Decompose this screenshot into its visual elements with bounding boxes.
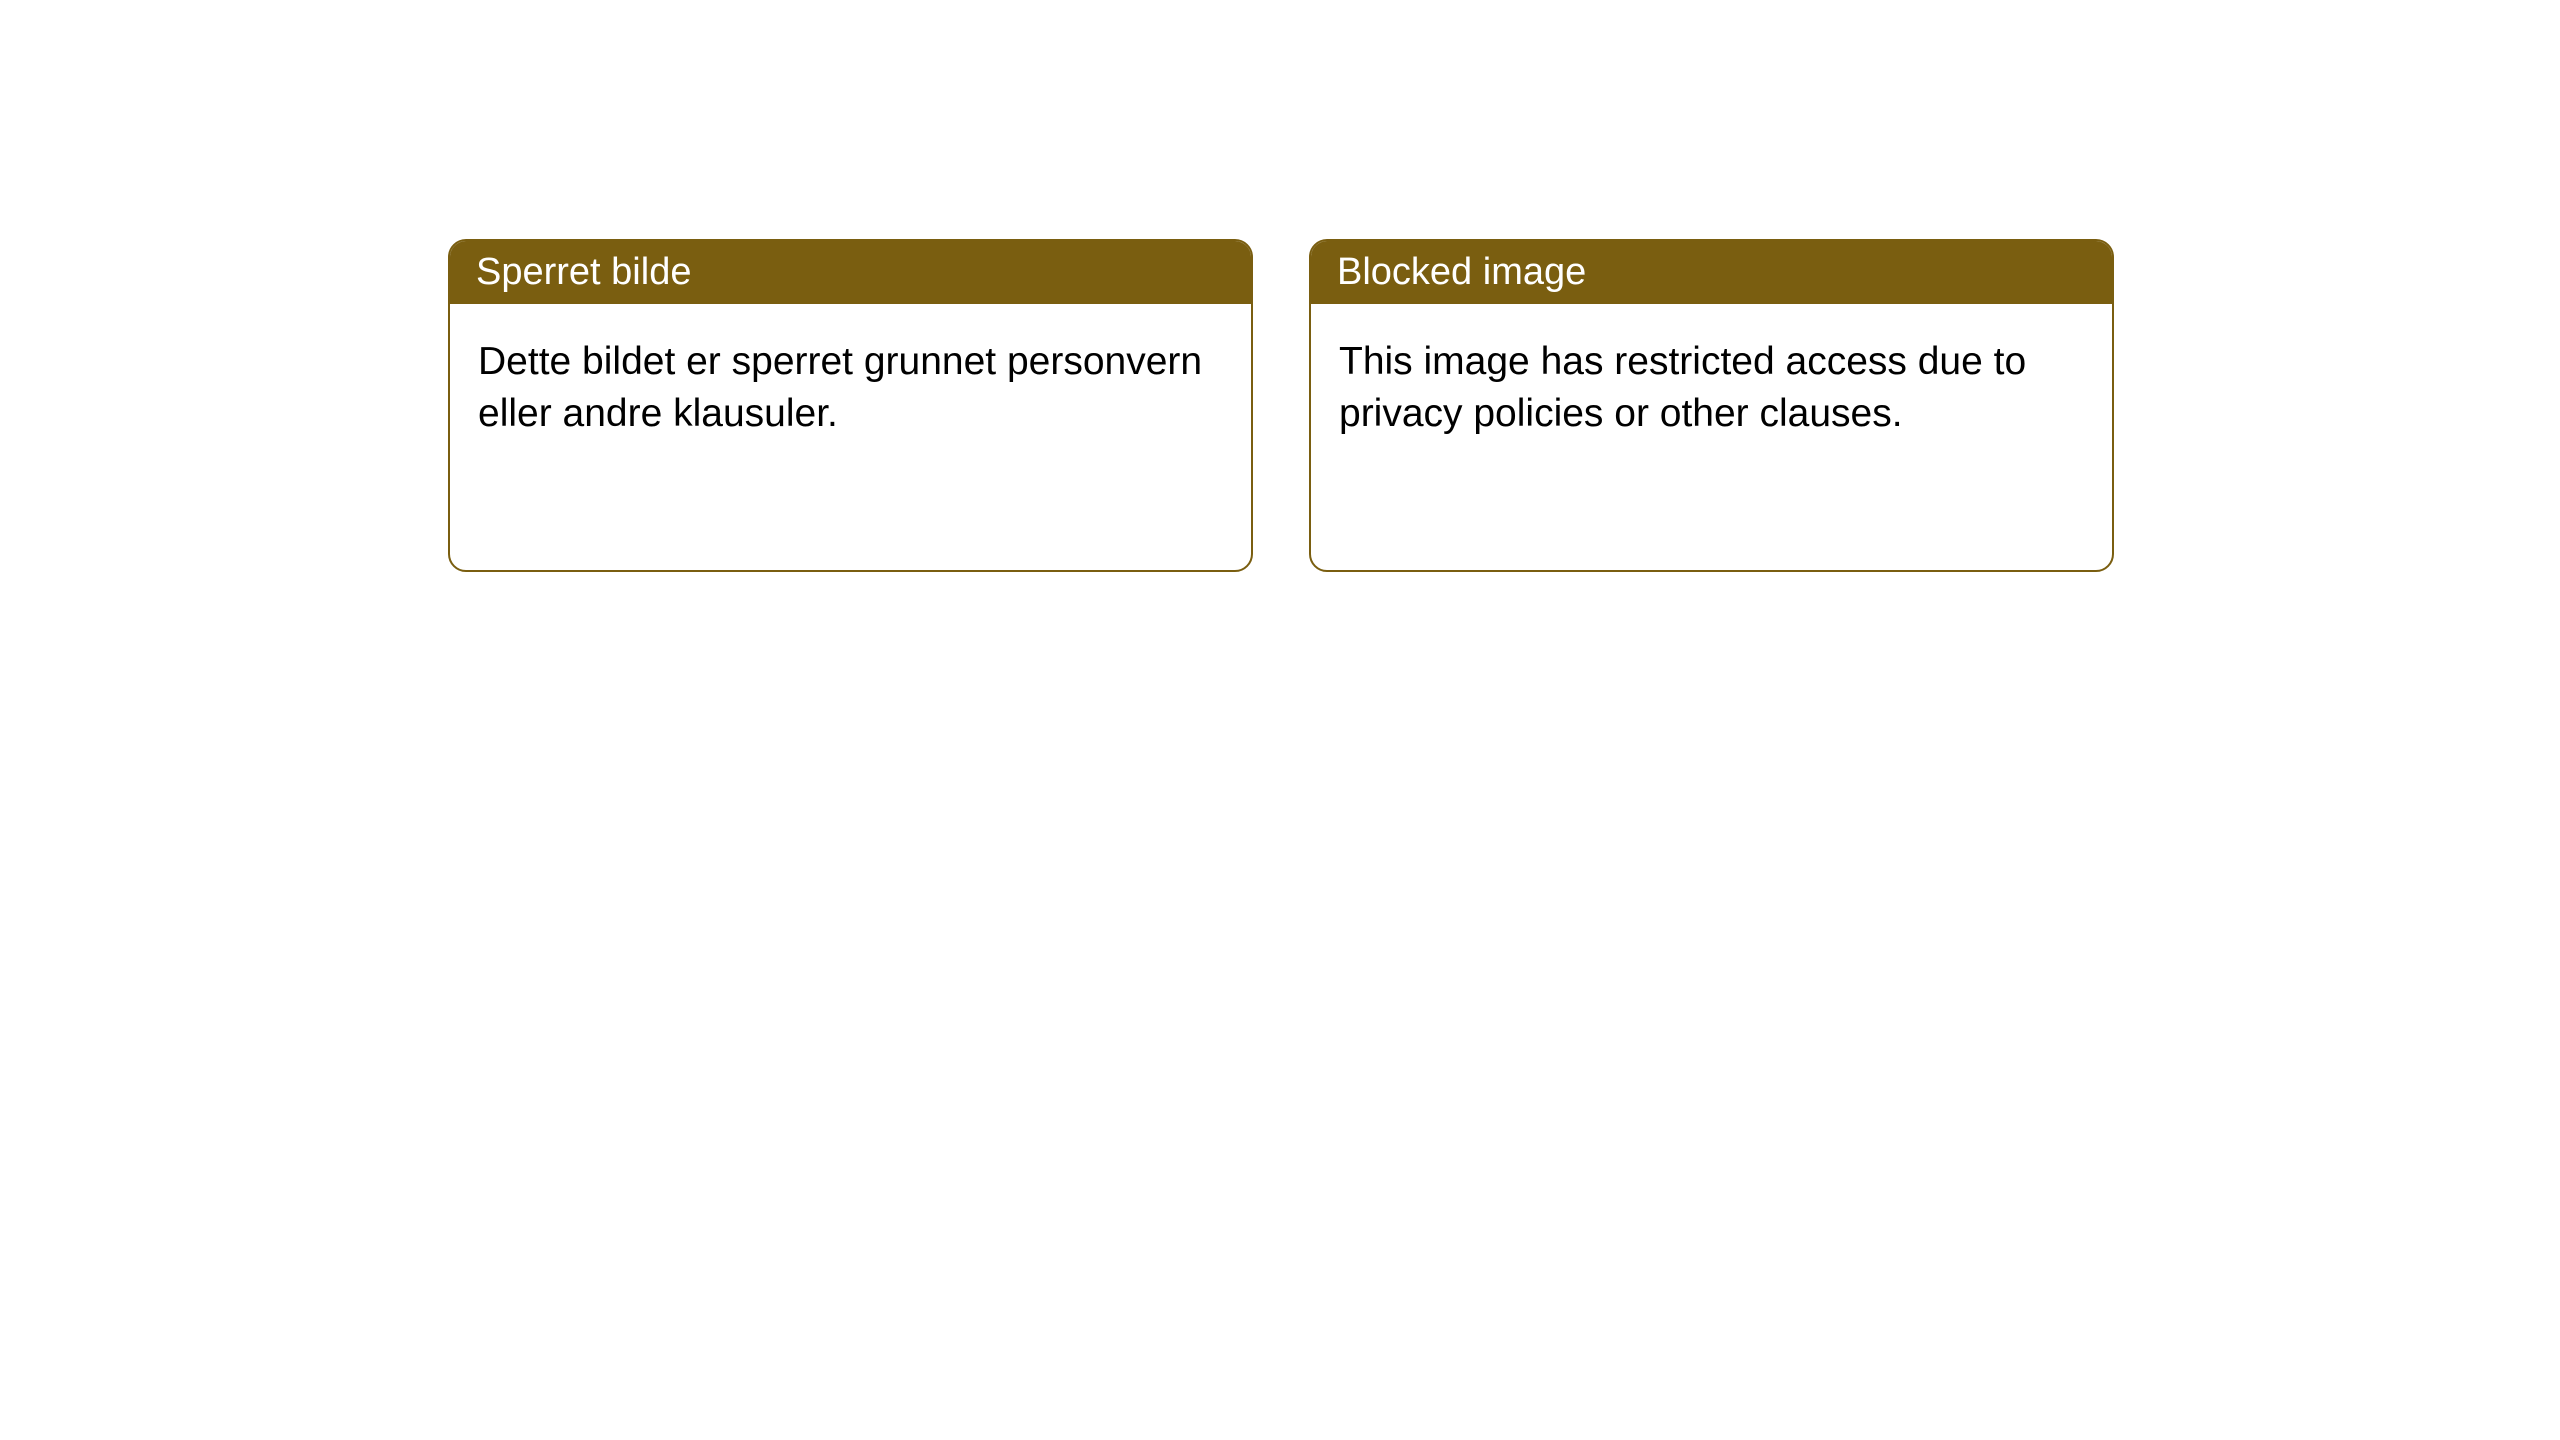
blocked-image-card-en: Blocked image This image has restricted … (1309, 239, 2114, 572)
card-title: Sperret bilde (476, 251, 691, 293)
card-body: Dette bildet er sperret grunnet personve… (450, 304, 1251, 472)
card-body-text: Dette bildet er sperret grunnet personve… (478, 340, 1202, 435)
card-header: Sperret bilde (450, 241, 1251, 304)
card-title: Blocked image (1337, 251, 1586, 293)
blocked-image-card-no: Sperret bilde Dette bildet er sperret gr… (448, 239, 1253, 572)
card-body: This image has restricted access due to … (1311, 304, 2112, 472)
card-header: Blocked image (1311, 241, 2112, 304)
notice-cards-container: Sperret bilde Dette bildet er sperret gr… (0, 0, 2560, 572)
card-body-text: This image has restricted access due to … (1339, 340, 2026, 435)
